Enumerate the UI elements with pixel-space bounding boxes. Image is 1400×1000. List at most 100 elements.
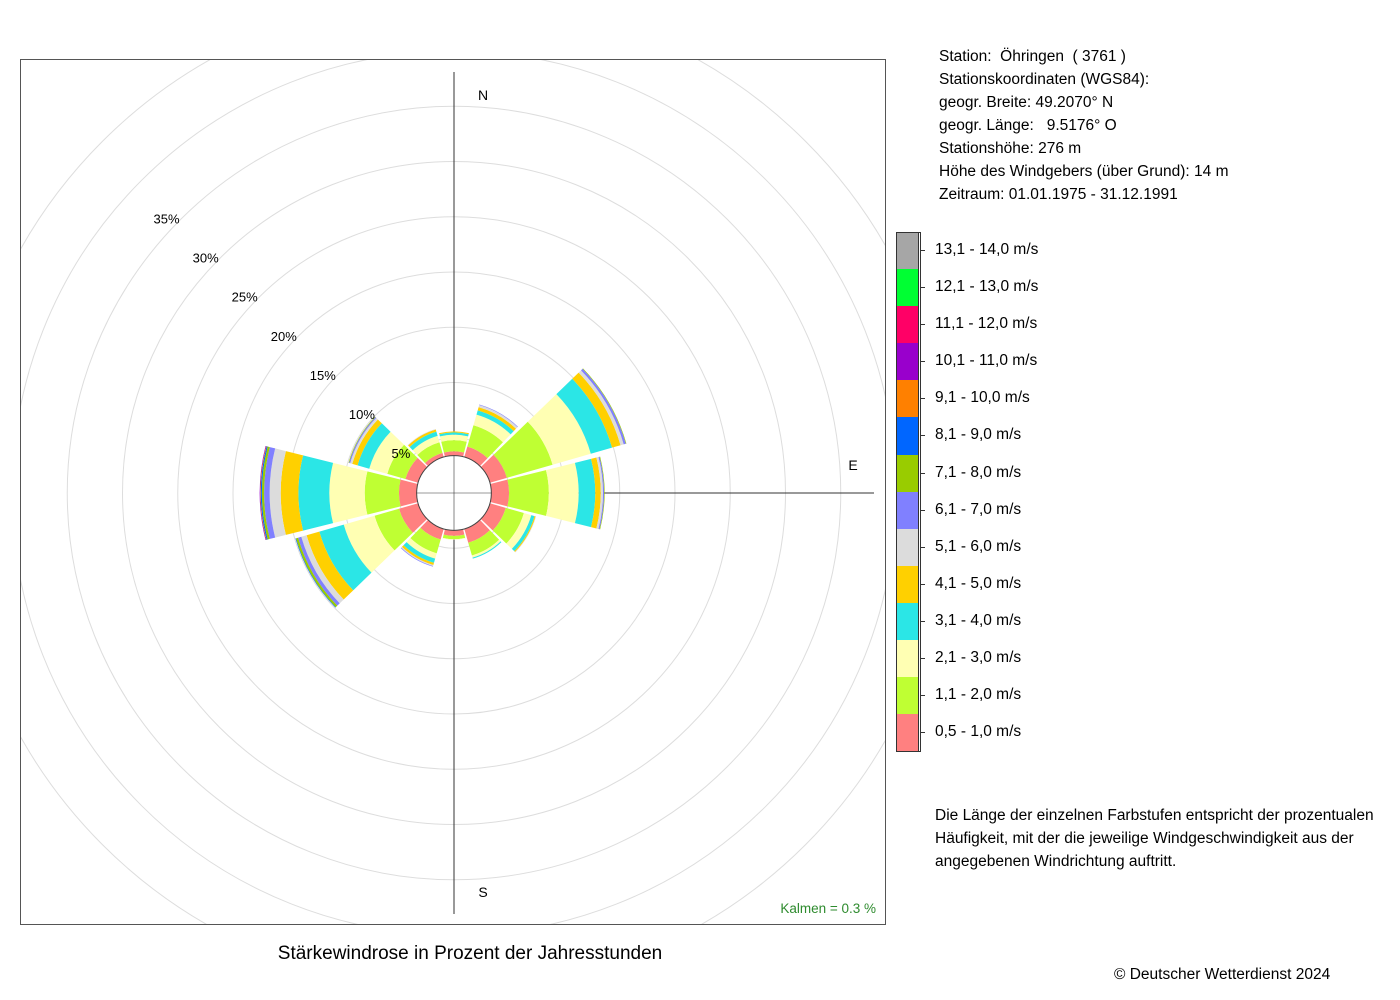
wind-sector-segment bbox=[420, 519, 444, 540]
wind-sector-segment bbox=[598, 456, 605, 530]
wind-sector-segment bbox=[364, 471, 401, 515]
wind-sector-segment bbox=[298, 536, 340, 606]
legend-swatch bbox=[896, 343, 919, 381]
legend-tick bbox=[920, 546, 925, 548]
legend-tick bbox=[920, 509, 925, 511]
wind-sector-segment bbox=[527, 394, 591, 465]
wind-sector-segment bbox=[352, 419, 382, 466]
wind-sector-segment bbox=[401, 545, 434, 566]
legend-label: 9,1 - 10,0 m/s bbox=[935, 389, 1030, 407]
wind-sector-segment bbox=[269, 448, 286, 538]
wind-sector-segment bbox=[408, 429, 437, 448]
wind-sector-segment bbox=[412, 435, 440, 456]
station-info: Station: Öhringen ( 3761 ) Stationskoord… bbox=[939, 45, 1228, 206]
radial-tick-label: 25% bbox=[232, 290, 258, 305]
time-period: Zeitraum: 01.01.1975 - 31.12.1991 bbox=[939, 186, 1178, 203]
legend-label: 0,5 - 1,0 m/s bbox=[935, 723, 1022, 741]
legend-tick bbox=[920, 398, 925, 400]
wind-sector-segment bbox=[442, 537, 466, 540]
wind-sector-segment bbox=[578, 370, 624, 446]
wind-sectors bbox=[259, 368, 627, 608]
legend-tick bbox=[920, 250, 925, 251]
south-label: S bbox=[478, 884, 487, 900]
wind-sector-segment bbox=[441, 440, 467, 453]
legend-label: 4,1 - 5,0 m/s bbox=[935, 574, 1022, 592]
wind-sector-segment bbox=[471, 539, 501, 558]
radial-tick-label: 5% bbox=[392, 446, 411, 461]
wind-sector-segment bbox=[439, 432, 469, 437]
legend-label: 8,1 - 9,0 m/s bbox=[935, 426, 1022, 444]
windrose-plot-area: 5% 10% 15% 20% 25% 30% 35% N E S Kalmen = 0.3 % bbox=[20, 59, 886, 925]
wind-sector-segment bbox=[545, 462, 579, 524]
wind-sector-segment bbox=[403, 542, 436, 563]
wind-sector-segment bbox=[442, 534, 466, 540]
wind-sector-segment bbox=[410, 527, 441, 554]
radial-tick-label: 35% bbox=[154, 212, 180, 227]
legend-tick bbox=[920, 732, 925, 734]
station-latitude: geogr. Breite: 49.2070° N bbox=[939, 94, 1114, 111]
legend-note: Die Länge der einzelnen Farbstufen entsp… bbox=[935, 807, 1374, 870]
wind-sector-segment bbox=[301, 535, 344, 604]
wind-sector-segment bbox=[443, 451, 465, 457]
legend-tick bbox=[920, 287, 925, 289]
wind-sector-segment bbox=[260, 446, 267, 540]
wind-sector-segment bbox=[480, 503, 506, 531]
wind-sector-segment bbox=[493, 421, 553, 478]
legend-tick bbox=[920, 695, 925, 697]
legend-swatch bbox=[896, 714, 919, 752]
legend-swatch bbox=[896, 417, 919, 455]
wind-sector-segment bbox=[369, 431, 405, 474]
legend-tick bbox=[920, 435, 925, 437]
legend-tick bbox=[920, 620, 925, 622]
wind-sector-segment bbox=[357, 423, 391, 469]
wind-sector-segment bbox=[599, 456, 605, 530]
legend-label: 5,1 - 6,0 m/s bbox=[935, 537, 1022, 555]
wind-sector-segment bbox=[514, 516, 536, 552]
legend-label: 12,1 - 13,0 m/s bbox=[935, 278, 1039, 296]
legend-label: 11,1 - 12,0 m/s bbox=[935, 315, 1038, 333]
legend-swatch bbox=[896, 640, 919, 678]
windrose-chart: 5% 10% 15% 20% 25% 30% 35% N E S Kalmen = 0.3 % bbox=[21, 60, 885, 924]
legend-label: 1,1 - 2,0 m/s bbox=[935, 686, 1022, 704]
wind-sector-segment bbox=[298, 455, 334, 531]
wind-sector-segment bbox=[478, 405, 518, 429]
wind-sector-segment bbox=[511, 515, 535, 552]
wind-sector-segment bbox=[464, 519, 490, 543]
legend-swatch bbox=[896, 565, 919, 603]
radial-tick-label: 20% bbox=[271, 329, 297, 344]
wind-sector-segment bbox=[374, 508, 413, 551]
chart-labels: 5% 10% 15% 20% 25% 30% 35% N E S Kalmen = 0.3 % bbox=[154, 87, 876, 916]
wind-sector-segment bbox=[329, 462, 368, 524]
legend-tick bbox=[920, 324, 925, 326]
wind-sector-segment bbox=[492, 507, 524, 544]
legend-swatch bbox=[896, 491, 919, 529]
wind-sector-segment bbox=[295, 537, 338, 608]
wind-sector-segment bbox=[476, 410, 514, 435]
wind-sector-segment bbox=[398, 503, 428, 533]
calm-label: Kalmen = 0.3 % bbox=[780, 901, 876, 916]
legend-swatch bbox=[896, 232, 919, 270]
wind-sector-segment bbox=[387, 444, 418, 480]
wind-sector-segment bbox=[417, 442, 443, 463]
legend-swatch bbox=[896, 306, 919, 344]
wind-sector-segment bbox=[572, 372, 621, 448]
chart-title: Stärkewindrose in Prozent der Jahresstun… bbox=[277, 943, 663, 964]
wind-sector-segment bbox=[556, 378, 613, 454]
legend-swatch bbox=[896, 380, 919, 418]
legend-label: 13,1 - 14,0 m/s bbox=[935, 241, 1039, 258]
wind-sector-segment bbox=[467, 425, 503, 459]
radial-tick-label: 15% bbox=[310, 368, 336, 383]
wind-sector-segment bbox=[264, 447, 276, 539]
wind-sector-segment bbox=[468, 530, 500, 556]
legend-swatch bbox=[896, 269, 919, 307]
legend-label: 7,1 - 8,0 m/s bbox=[935, 463, 1022, 481]
station-name: Station: Öhringen ( 3761 ) bbox=[939, 48, 1126, 65]
legend-label: 3,1 - 4,0 m/s bbox=[935, 611, 1022, 629]
radial-tick-label: 30% bbox=[193, 251, 219, 266]
east-label: E bbox=[848, 457, 857, 473]
wind-sector-segment bbox=[280, 451, 304, 535]
station-longitude: geogr. Länge: 9.5176° O bbox=[939, 117, 1117, 134]
legend-swatch bbox=[896, 677, 919, 715]
radial-tick-label: 10% bbox=[349, 407, 375, 422]
wind-sector-segment bbox=[260, 446, 268, 540]
